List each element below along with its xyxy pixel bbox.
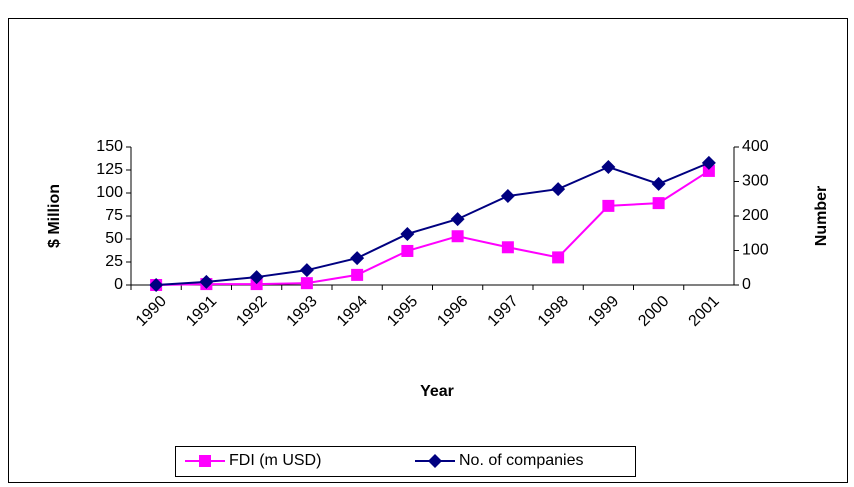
marker: [500, 188, 515, 203]
y2-tick-label: 100: [742, 242, 769, 259]
marker: [601, 160, 616, 175]
y-axis-label: $ Million: [46, 184, 63, 248]
marker: [451, 230, 464, 243]
y2-tick-label: 400: [742, 138, 769, 155]
y-tick-label: 50: [105, 230, 123, 247]
marker: [501, 241, 514, 254]
series-line: [156, 170, 710, 286]
marker: [401, 244, 414, 257]
y2-tick-label: 200: [742, 207, 769, 224]
y-tick-label: 125: [96, 161, 123, 178]
series-line: [156, 161, 710, 286]
x-axis-label: Year: [420, 383, 454, 400]
legend-label: FDI (m USD): [229, 452, 321, 469]
marker: [552, 251, 565, 264]
marker: [701, 155, 716, 170]
legend-label: No. of companies: [459, 452, 584, 469]
marker: [199, 455, 211, 467]
y-tick-label: 150: [96, 138, 123, 155]
marker: [602, 199, 615, 212]
y-tick-label: 75: [105, 207, 123, 224]
y-tick-label: 0: [114, 276, 123, 293]
marker: [652, 197, 665, 210]
y-tick-label: 25: [105, 253, 123, 270]
marker: [149, 278, 164, 292]
marker: [551, 182, 566, 197]
marker: [299, 263, 314, 278]
y2-axis-label: Number: [813, 186, 830, 246]
marker: [250, 278, 263, 291]
marker: [428, 454, 442, 468]
marker: [249, 270, 264, 285]
y-tick-label: 100: [96, 184, 123, 201]
marker: [400, 226, 415, 241]
marker: [450, 212, 465, 227]
marker: [351, 268, 364, 281]
y2-tick-label: 0: [742, 276, 751, 293]
marker: [702, 164, 715, 177]
marker: [300, 277, 313, 290]
y2-tick-label: 300: [742, 173, 769, 190]
legend: [175, 446, 636, 477]
marker: [199, 274, 214, 289]
marker: [350, 251, 365, 266]
chart-border: [8, 18, 848, 483]
marker: [651, 176, 666, 191]
